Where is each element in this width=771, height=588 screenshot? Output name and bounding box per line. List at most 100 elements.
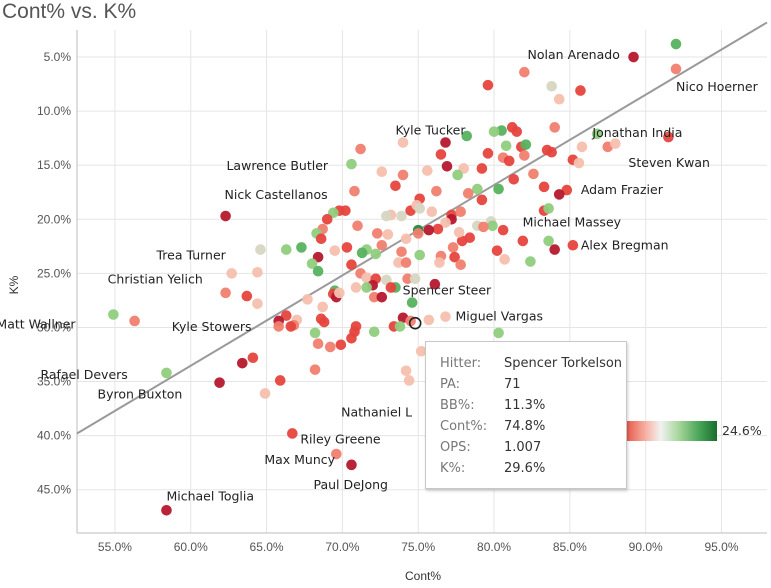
data-point[interactable] [350,282,362,293]
data-point[interactable] [573,157,585,169]
data-point[interactable] [371,228,383,239]
data-point[interactable] [346,259,357,271]
data-point[interactable] [397,169,409,181]
data-point[interactable] [472,183,483,195]
data-point[interactable] [287,428,298,439]
data-point[interactable] [520,139,532,150]
data-point[interactable] [567,239,579,251]
data-point[interactable] [394,321,406,332]
data-point[interactable] [318,316,330,328]
data-point[interactable] [575,85,586,96]
data-point[interactable] [400,365,412,377]
data-point[interactable] [549,244,560,255]
data-point[interactable] [670,38,682,50]
data-point[interactable] [220,287,231,299]
data-point[interactable] [426,206,438,218]
data-point[interactable] [482,79,494,91]
data-point[interactable] [400,257,412,268]
data-point[interactable] [334,287,345,299]
data-point[interactable] [400,233,412,245]
data-point[interactable] [108,309,119,320]
data-point[interactable] [252,298,263,309]
data-point[interactable] [440,137,451,148]
data-point[interactable] [453,226,465,238]
data-point[interactable] [381,210,392,222]
data-point[interactable] [456,235,468,247]
data-point[interactable] [220,210,231,222]
data-point[interactable] [370,248,382,260]
data-point[interactable] [273,321,284,332]
data-point[interactable] [129,315,140,327]
data-point[interactable] [309,364,321,375]
data-point[interactable] [499,254,510,265]
data-point[interactable] [414,249,426,261]
data-point[interactable] [508,173,520,185]
data-point[interactable] [546,146,557,158]
data-point[interactable] [406,297,418,308]
data-point[interactable] [335,339,347,351]
data-point[interactable] [422,165,433,176]
data-point[interactable] [331,448,342,460]
data-point[interactable] [393,257,404,268]
data-point[interactable] [356,247,368,259]
data-point[interactable] [317,301,328,313]
data-point[interactable] [476,194,488,206]
data-point[interactable] [409,273,421,285]
data-point[interactable] [346,158,357,170]
data-point[interactable] [361,272,372,284]
data-point[interactable] [226,268,237,279]
data-point[interactable] [487,220,498,232]
data-point[interactable] [519,66,530,78]
data-point[interactable] [252,267,263,278]
data-point[interactable] [241,290,253,302]
data-point[interactable] [396,246,407,258]
data-point[interactable] [414,203,426,214]
data-point[interactable] [361,282,372,293]
data-point[interactable] [247,352,259,364]
data-point[interactable] [306,258,318,269]
data-point[interactable] [355,143,366,155]
data-point[interactable] [449,251,460,263]
data-point[interactable] [503,155,515,167]
data-point[interactable] [576,141,588,153]
highlighted-point[interactable] [408,316,422,330]
data-point[interactable] [315,233,327,245]
data-point[interactable] [352,220,363,232]
data-point[interactable] [435,149,447,160]
data-point[interactable] [385,282,397,293]
data-point[interactable] [161,367,172,379]
data-point[interactable] [528,168,539,180]
data-point[interactable] [312,338,324,349]
data-point[interactable] [329,245,341,256]
data-point[interactable] [493,327,504,339]
data-point[interactable] [553,189,565,200]
data-point[interactable] [500,140,512,152]
data-point[interactable] [432,223,444,235]
data-point[interactable] [321,214,333,225]
data-point[interactable] [461,130,473,142]
data-point[interactable] [346,332,357,344]
data-point[interactable] [482,148,494,159]
data-point[interactable] [403,375,415,386]
data-point[interactable] [390,180,401,192]
data-point[interactable] [549,122,560,133]
data-point[interactable] [274,375,286,386]
data-point[interactable] [493,183,504,195]
data-point[interactable] [491,245,503,256]
data-point[interactable] [452,169,463,181]
data-point[interactable] [591,128,603,140]
data-point[interactable] [376,291,388,303]
data-point[interactable] [543,203,554,214]
data-point[interactable] [610,138,621,149]
data-point[interactable] [441,160,453,172]
data-point[interactable] [440,217,451,228]
data-point[interactable] [538,181,550,193]
data-point[interactable] [214,377,225,388]
data-point[interactable] [543,235,554,247]
data-point[interactable] [423,314,435,326]
data-point[interactable] [324,341,336,353]
data-point[interactable] [236,357,248,369]
data-point[interactable] [397,137,409,148]
data-point[interactable] [431,185,442,197]
data-point[interactable] [670,63,682,75]
